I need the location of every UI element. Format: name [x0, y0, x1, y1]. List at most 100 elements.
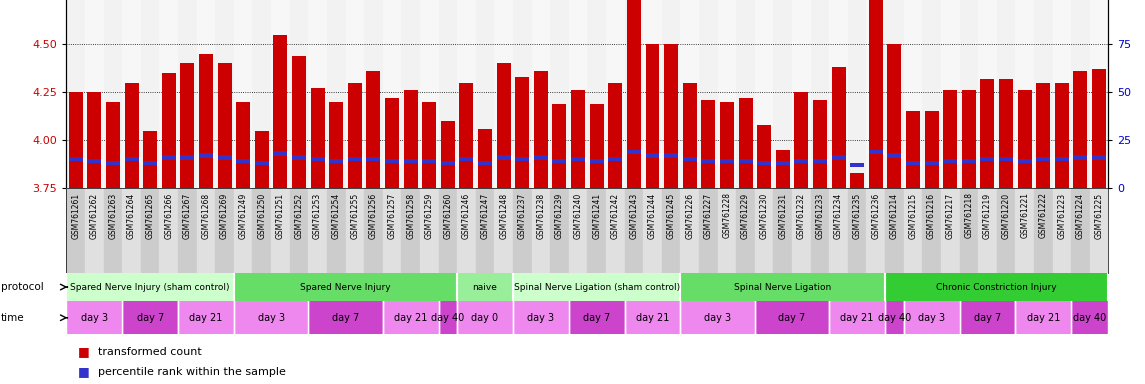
Bar	[680, 301, 755, 334]
Bar	[680, 188, 698, 273]
Bar	[234, 301, 308, 334]
Text: GSM761230: GSM761230	[759, 192, 768, 238]
Bar	[755, 301, 829, 334]
Text: Spared Nerve Injury: Spared Nerve Injury	[300, 283, 390, 291]
Bar	[66, 0, 85, 188]
Bar	[906, 111, 919, 188]
Bar	[757, 161, 771, 166]
Bar	[869, 0, 883, 188]
Bar	[847, 0, 867, 188]
Bar	[1034, 0, 1052, 188]
Bar	[646, 44, 660, 188]
Bar	[662, 0, 680, 188]
Bar	[290, 0, 308, 188]
Text: day 3: day 3	[704, 313, 732, 323]
Bar	[252, 0, 271, 188]
Text: ■: ■	[78, 345, 89, 358]
Bar	[664, 44, 678, 188]
Bar	[1036, 83, 1050, 188]
Bar	[310, 88, 324, 188]
Text: ■: ■	[78, 365, 89, 378]
Bar	[479, 161, 492, 166]
Bar	[851, 173, 864, 188]
Bar	[608, 83, 622, 188]
Bar	[553, 159, 567, 163]
Text: GSM761246: GSM761246	[461, 192, 471, 238]
Bar	[867, 188, 885, 273]
Bar	[1016, 301, 1071, 334]
Bar	[590, 159, 603, 163]
Bar	[736, 188, 755, 273]
Bar	[925, 111, 939, 188]
Bar	[773, 0, 792, 188]
Bar	[903, 301, 960, 334]
Bar	[441, 161, 455, 166]
Bar	[159, 0, 177, 188]
Bar	[199, 54, 213, 188]
Bar	[106, 161, 120, 166]
Bar	[885, 273, 1108, 301]
Bar	[69, 92, 82, 188]
Text: GSM761219: GSM761219	[982, 192, 992, 238]
Bar	[1000, 157, 1013, 161]
Bar	[851, 163, 864, 167]
Text: GSM761269: GSM761269	[220, 192, 229, 238]
Bar	[1052, 0, 1071, 188]
Bar	[682, 83, 696, 188]
Text: day 21: day 21	[840, 313, 874, 323]
Bar	[385, 159, 398, 163]
Bar	[252, 188, 271, 273]
Text: day 7: day 7	[583, 313, 610, 323]
Text: GSM761215: GSM761215	[908, 192, 917, 238]
Text: GSM761239: GSM761239	[555, 192, 564, 238]
Bar	[550, 188, 569, 273]
Bar	[177, 301, 234, 334]
Bar	[330, 102, 344, 188]
Text: GSM761236: GSM761236	[871, 192, 881, 238]
Bar	[385, 98, 398, 188]
Text: GSM761232: GSM761232	[797, 192, 806, 238]
Bar	[906, 161, 919, 166]
Bar	[161, 73, 175, 188]
Bar	[85, 188, 103, 273]
Bar	[624, 301, 680, 334]
Bar	[1034, 188, 1052, 273]
Bar	[773, 188, 792, 273]
Bar	[553, 104, 567, 188]
Bar	[274, 35, 287, 188]
Bar	[103, 0, 123, 188]
Bar	[236, 159, 250, 163]
Bar	[776, 161, 790, 166]
Bar	[292, 56, 306, 188]
Bar	[792, 188, 811, 273]
Bar	[590, 104, 603, 188]
Text: day 21: day 21	[635, 313, 669, 323]
Bar	[885, 0, 903, 188]
Bar	[960, 0, 978, 188]
Bar	[1018, 90, 1032, 188]
Bar	[346, 188, 364, 273]
Text: day 40: day 40	[432, 313, 465, 323]
Bar	[401, 0, 420, 188]
Bar	[123, 0, 141, 188]
Bar	[159, 188, 177, 273]
Bar	[420, 188, 439, 273]
Bar	[382, 188, 401, 273]
Bar	[143, 131, 157, 188]
Bar	[439, 188, 457, 273]
Bar	[364, 0, 382, 188]
Text: Chronic Constriction Injury: Chronic Constriction Injury	[937, 283, 1057, 291]
Bar	[515, 157, 529, 161]
Bar	[702, 159, 716, 163]
Text: GSM761223: GSM761223	[1057, 192, 1066, 238]
Bar	[867, 0, 885, 188]
Bar	[439, 0, 457, 188]
Bar	[885, 188, 903, 273]
Bar	[106, 102, 120, 188]
Bar	[274, 152, 287, 156]
Bar	[569, 0, 587, 188]
Bar	[978, 0, 996, 188]
Bar	[960, 301, 1016, 334]
Text: day 7: day 7	[136, 313, 164, 323]
Text: transformed count: transformed count	[98, 346, 203, 357]
